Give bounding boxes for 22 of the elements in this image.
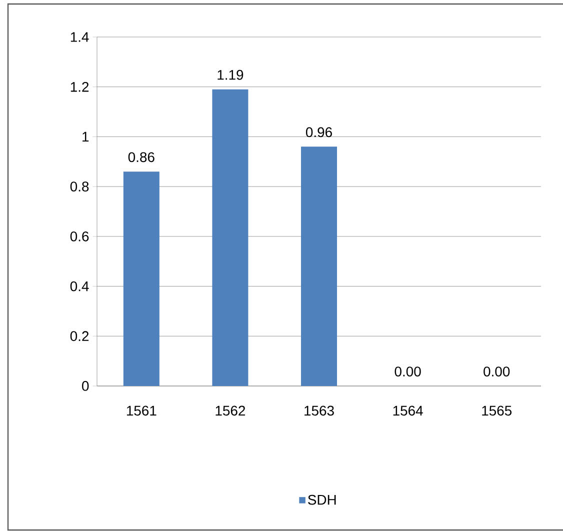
x-tick-label: 1562 [216,406,246,416]
bar [301,146,338,386]
data-label: 0.00 [394,366,421,376]
y-tick-label: 1 [82,132,89,142]
y-tick-label: 0.8 [70,182,89,192]
y-tick-label: 0.6 [70,231,89,242]
x-tick-label: 1561 [126,406,156,416]
x-tick-label: 1563 [304,406,334,416]
data-label: 1.19 [218,70,244,80]
bar [212,89,248,386]
legend-label: SDH [308,494,336,505]
data-label: 0.86 [128,152,154,162]
y-tick-label: 0.2 [70,331,89,342]
y-tick-label: 1.2 [70,82,89,92]
x-tick-label: 1564 [393,406,423,416]
x-tick-label: 1565 [482,406,512,416]
y-tick-label: 1.4 [70,32,89,42]
data-label: 0.96 [306,127,332,138]
y-tick-label: 0.4 [70,281,89,292]
bar [123,172,160,386]
data-label: 0.00 [484,366,510,376]
y-tick-label: 0 [82,381,89,391]
